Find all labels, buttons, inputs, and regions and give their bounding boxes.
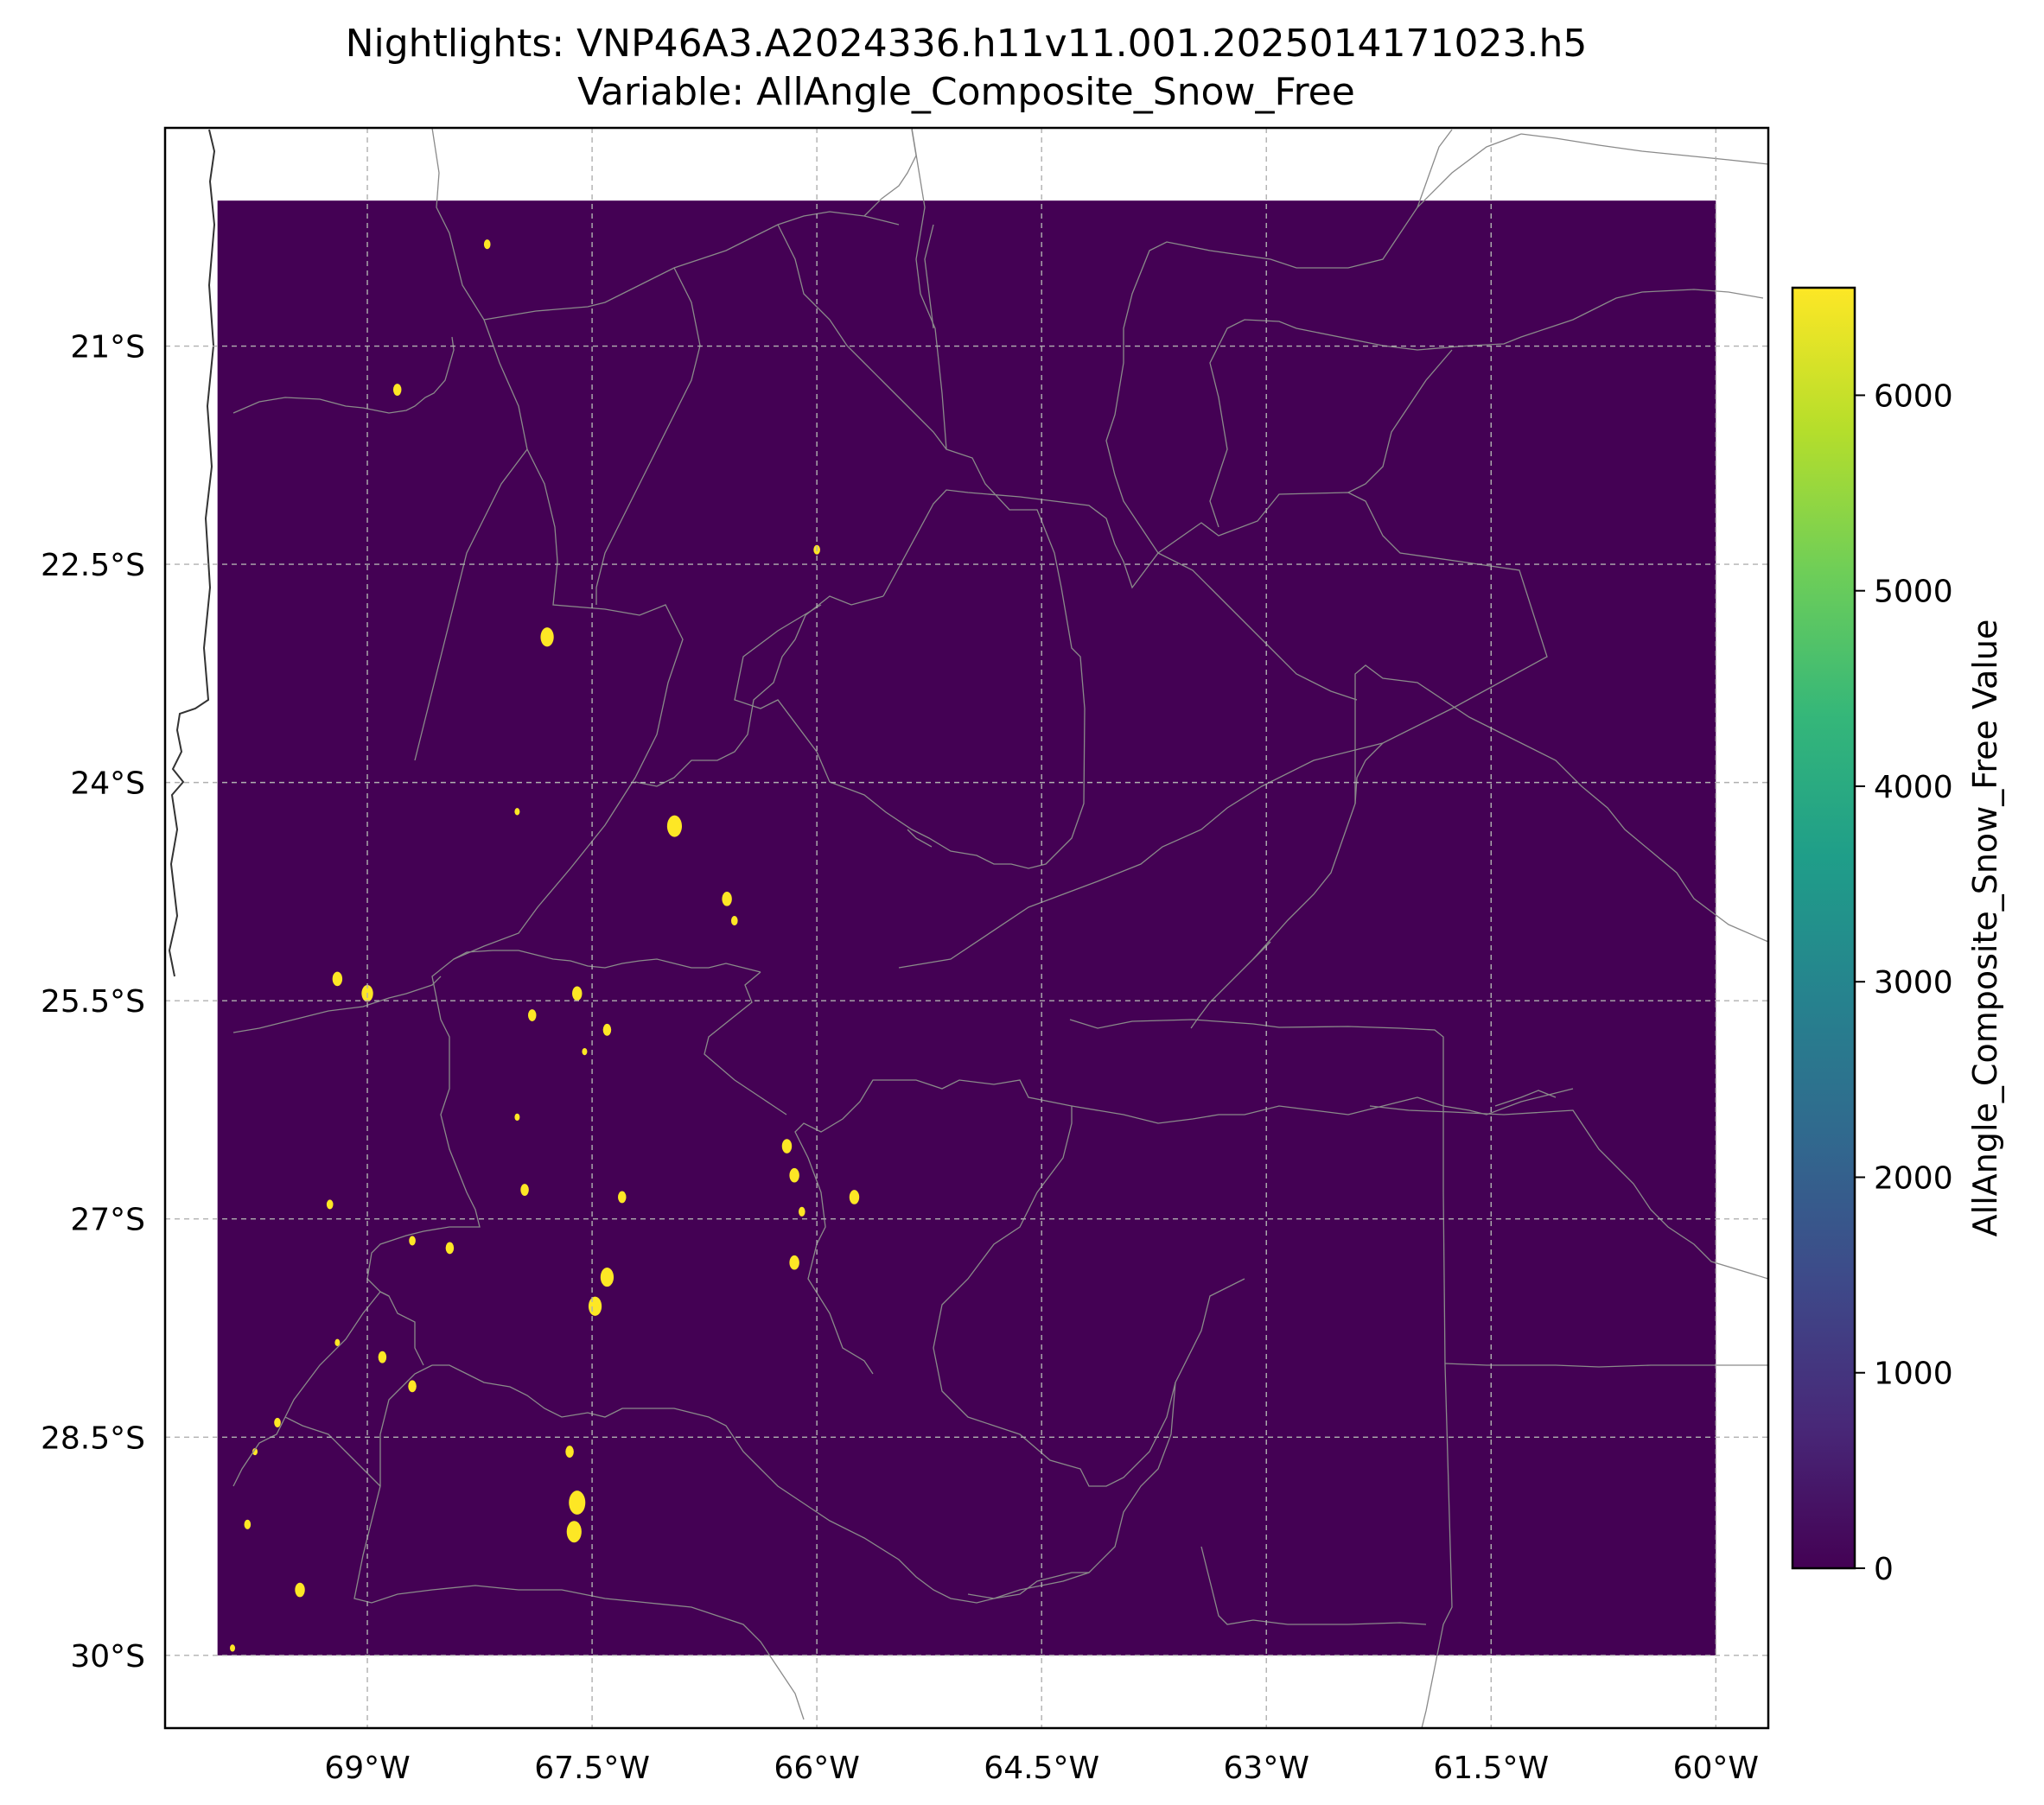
bright-spot [520, 1184, 529, 1196]
bright-spot [295, 1582, 305, 1598]
bright-spot [392, 384, 402, 396]
x-tick-label: 61.5°W [1433, 1751, 1549, 1786]
colorbar-tick-label: 2000 [1874, 1160, 1953, 1196]
admin-border-lines [232, 128, 1768, 1728]
x-tick-label: 60°W [1673, 1751, 1759, 1786]
bright-spot [566, 1521, 582, 1543]
bright-spot [274, 1417, 281, 1427]
bright-spot [781, 1139, 793, 1154]
colorbar: 0 1000 2000 3000 4000 5000 6000 AllAngle_Compo… [1791, 286, 2004, 1587]
graticule [165, 128, 1768, 1728]
bright-spot [572, 986, 583, 1001]
bright-spot [798, 1206, 806, 1217]
bright-spot [527, 1009, 537, 1021]
bright-spot [408, 1380, 417, 1393]
bright-spot [565, 1446, 574, 1459]
colorbar-tick-label: 4000 [1874, 770, 1953, 805]
colorbar-gradient [1791, 286, 1856, 1570]
bright-spot [722, 892, 732, 906]
bright-spot [849, 1190, 860, 1204]
colorbar-tick-label: 1000 [1874, 1357, 1953, 1392]
x-tick-label: 64.5°W [984, 1751, 1099, 1786]
title-line-1: Nightlights: VNP46A3.A2024336.h11v11.001… [346, 22, 1588, 66]
bright-spot [483, 239, 491, 250]
bright-spot [230, 1644, 236, 1652]
y-tick-label: 24°S [70, 766, 145, 802]
bright-spot [789, 1255, 799, 1270]
bright-spot [582, 1047, 588, 1056]
bright-spot [600, 1267, 614, 1287]
bright-spot [666, 815, 683, 837]
colorbar-tick-label: 0 [1874, 1552, 1894, 1587]
colorbar-tick-label: 5000 [1874, 575, 1953, 610]
bright-spot [730, 916, 738, 926]
bright-spot [789, 1167, 799, 1183]
political-borders [168, 128, 1768, 1728]
x-tick-label: 63°W [1224, 1751, 1309, 1786]
y-tick-label: 30°S [70, 1639, 145, 1675]
bright-spot [617, 1191, 627, 1204]
nightlight-raster [217, 200, 1716, 1656]
x-tick-label: 66°W [774, 1751, 859, 1786]
bright-spot [409, 1236, 416, 1246]
bright-spot [514, 808, 520, 816]
y-tick-label: 27°S [70, 1203, 145, 1238]
bright-spots [230, 239, 860, 1652]
colorbar-tick-label: 3000 [1874, 965, 1953, 1001]
bright-spot [569, 1490, 586, 1515]
x-axis-ticks: 69°W 67.5°W 66°W 64.5°W 63°W 61.5°W 60°W [324, 1751, 1759, 1786]
bright-spot [244, 1519, 252, 1529]
bright-spot [334, 1338, 341, 1346]
bright-spot [445, 1242, 455, 1255]
coastline [168, 129, 216, 977]
map-frame [163, 126, 1770, 1730]
bright-spot [540, 627, 554, 647]
colorbar-label: AllAngle_Composite_Snow_Free Value [1966, 620, 2004, 1237]
bright-spot [602, 1023, 612, 1036]
y-tick-label: 22.5°S [41, 548, 145, 583]
title-line-2: Variable: AllAngle_Composite_Snow_Free [577, 70, 1355, 114]
bright-spot [588, 1296, 602, 1316]
y-tick-label: 21°S [70, 330, 145, 365]
x-tick-label: 67.5°W [534, 1751, 650, 1786]
bright-spot [252, 1447, 258, 1456]
y-axis-ticks: 21°S 22.5°S 24°S 25.5°S 27°S 28.5°S 30°S [41, 330, 145, 1675]
colorbar-tick-label: 6000 [1874, 378, 1953, 414]
bright-spot [332, 971, 343, 987]
bright-spot [326, 1199, 334, 1210]
x-tick-label: 69°W [324, 1751, 410, 1786]
map-area: 69°W 67.5°W 66°W 64.5°W 63°W 61.5°W 60°W 21°S2… [41, 126, 1770, 1786]
y-tick-label: 28.5°S [41, 1420, 145, 1456]
bright-spot [378, 1351, 387, 1363]
colorbar-ticks: 0 1000 2000 3000 4000 5000 6000 [1855, 378, 1953, 1587]
y-tick-label: 25.5°S [41, 984, 145, 1020]
bright-spot [514, 1113, 520, 1122]
